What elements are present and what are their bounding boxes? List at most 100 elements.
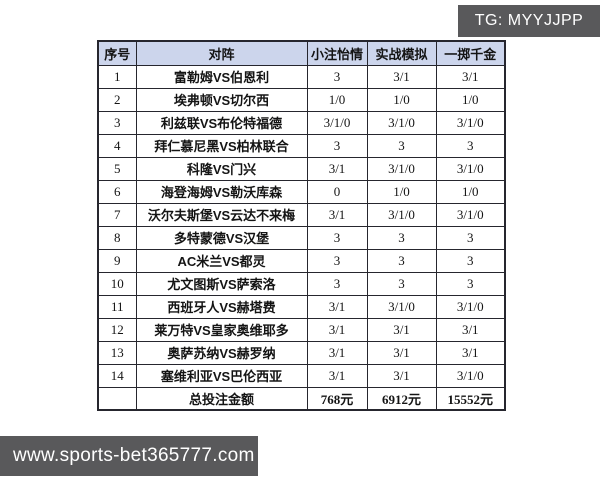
match-name: 富勒姆VS伯恩利	[135, 64, 308, 89]
table-row: 6 海登海姆VS勒沃库森 0 1/0 1/0	[97, 179, 506, 204]
match-name: 拜仁慕尼黑VS柏林联合	[135, 133, 308, 158]
big-bet-value: 3	[435, 225, 506, 250]
big-bet-value: 3/1/0	[435, 294, 506, 319]
telegram-handle: TG: MYYJJPP	[474, 12, 584, 29]
small-bet-value: 3	[306, 133, 368, 158]
row-number: 1	[97, 64, 137, 89]
big-bet-value: 3/1	[435, 340, 506, 365]
big-bet-value: 3/1/0	[435, 110, 506, 135]
match-name: AC米兰VS都灵	[135, 248, 308, 273]
big-bet-value: 1/0	[435, 179, 506, 204]
table-row: 1 富勒姆VS伯恩利 3 3/1 3/1	[97, 64, 506, 89]
header-number: 序号	[97, 40, 137, 66]
simulation-value: 3/1	[366, 64, 437, 89]
total-label: 总投注金额	[135, 386, 308, 411]
simulation-value: 3/1	[366, 340, 437, 365]
big-bet-value: 3/1/0	[435, 202, 506, 227]
small-bet-value: 3	[306, 271, 368, 296]
big-bet-value: 3/1/0	[435, 363, 506, 388]
table-row: 14 塞维利亚VS巴伦西亚 3/1 3/1 3/1/0	[97, 363, 506, 388]
table-row: 12 莱万特VS皇家奥维耶多 3/1 3/1 3/1	[97, 317, 506, 342]
row-number: 4	[97, 133, 137, 158]
table-row: 8 多特蒙德VS汉堡 3 3 3	[97, 225, 506, 250]
total-empty-cell	[97, 386, 137, 411]
simulation-value: 3	[366, 271, 437, 296]
row-number: 12	[97, 317, 137, 342]
simulation-value: 3	[366, 248, 437, 273]
match-name: 沃尔夫斯堡VS云达不来梅	[135, 202, 308, 227]
simulation-value: 3/1/0	[366, 294, 437, 319]
table-row: 3 利兹联VS布伦特福德 3/1/0 3/1/0 3/1/0	[97, 110, 506, 135]
match-name: 塞维利亚VS巴伦西亚	[135, 363, 308, 388]
table-row: 7 沃尔夫斯堡VS云达不来梅 3/1 3/1/0 3/1/0	[97, 202, 506, 227]
site-url-banner: www.sports-bet365777.com	[0, 436, 258, 476]
match-name: 西班牙人VS赫塔费	[135, 294, 308, 319]
table-footer: 总投注金额 768元 6912元 15552元	[97, 386, 506, 411]
row-number: 5	[97, 156, 137, 181]
simulation-value: 3/1/0	[366, 110, 437, 135]
match-name: 奥萨苏纳VS赫罗纳	[135, 340, 308, 365]
header-row: 序号 对阵 小注怡情 实战模拟 一掷千金	[97, 40, 506, 66]
small-bet-value: 3/1	[306, 363, 368, 388]
small-bet-value: 1/0	[306, 87, 368, 112]
row-number: 2	[97, 87, 137, 112]
total-big-bet-value: 15552元	[435, 386, 506, 411]
small-bet-value: 3/1	[306, 294, 368, 319]
total-row: 总投注金额 768元 6912元 15552元	[97, 386, 506, 411]
match-name: 尤文图斯VS萨索洛	[135, 271, 308, 296]
simulation-value: 3	[366, 133, 437, 158]
simulation-value: 3	[366, 225, 437, 250]
betting-table: 序号 对阵 小注怡情 实战模拟 一掷千金 1 富勒姆VS伯恩利 3 3/1 3/1 2 埃弗…	[97, 40, 506, 411]
match-name: 海登海姆VS勒沃库森	[135, 179, 308, 204]
small-bet-value: 3	[306, 248, 368, 273]
big-bet-value: 1/0	[435, 87, 506, 112]
site-url: www.sports-bet365777.com	[13, 445, 255, 466]
row-number: 6	[97, 179, 137, 204]
match-name: 莱万特VS皇家奥维耶多	[135, 317, 308, 342]
table-header: 序号 对阵 小注怡情 实战模拟 一掷千金	[97, 40, 506, 66]
table-row: 10 尤文图斯VS萨索洛 3 3 3	[97, 271, 506, 296]
row-number: 14	[97, 363, 137, 388]
total-simulation-value: 6912元	[366, 386, 437, 411]
small-bet-value: 3/1	[306, 156, 368, 181]
header-simulation: 实战模拟	[366, 40, 437, 66]
simulation-value: 1/0	[366, 179, 437, 204]
simulation-value: 3/1/0	[366, 156, 437, 181]
small-bet-value: 3/1	[306, 317, 368, 342]
small-bet-value: 3/1/0	[306, 110, 368, 135]
row-number: 11	[97, 294, 137, 319]
table-row: 2 埃弗顿VS切尔西 1/0 1/0 1/0	[97, 87, 506, 112]
small-bet-value: 3	[306, 225, 368, 250]
big-bet-value: 3	[435, 248, 506, 273]
simulation-value: 3/1	[366, 363, 437, 388]
table-row: 9 AC米兰VS都灵 3 3 3	[97, 248, 506, 273]
row-number: 13	[97, 340, 137, 365]
row-number: 10	[97, 271, 137, 296]
match-name: 多特蒙德VS汉堡	[135, 225, 308, 250]
small-bet-value: 0	[306, 179, 368, 204]
big-bet-value: 3	[435, 133, 506, 158]
simulation-value: 3/1/0	[366, 202, 437, 227]
telegram-badge: TG: MYYJJPP	[458, 5, 600, 37]
small-bet-value: 3/1	[306, 340, 368, 365]
row-number: 8	[97, 225, 137, 250]
big-bet-value: 3/1	[435, 317, 506, 342]
big-bet-value: 3/1	[435, 64, 506, 89]
header-small-bet: 小注怡情	[306, 40, 368, 66]
row-number: 9	[97, 248, 137, 273]
total-small-bet-value: 768元	[306, 386, 368, 411]
row-number: 7	[97, 202, 137, 227]
simulation-value: 3/1	[366, 317, 437, 342]
header-matchup: 对阵	[135, 40, 308, 66]
table-body: 1 富勒姆VS伯恩利 3 3/1 3/1 2 埃弗顿VS切尔西 1/0 1/0 1/0 3 利兹联VS…	[97, 64, 506, 388]
big-bet-value: 3/1/0	[435, 156, 506, 181]
big-bet-value: 3	[435, 271, 506, 296]
table-row: 11 西班牙人VS赫塔费 3/1 3/1/0 3/1/0	[97, 294, 506, 319]
row-number: 3	[97, 110, 137, 135]
table-row: 13 奥萨苏纳VS赫罗纳 3/1 3/1 3/1	[97, 340, 506, 365]
header-big-bet: 一掷千金	[435, 40, 506, 66]
table-row: 5 科隆VS门兴 3/1 3/1/0 3/1/0	[97, 156, 506, 181]
table-row: 4 拜仁慕尼黑VS柏林联合 3 3 3	[97, 133, 506, 158]
simulation-value: 1/0	[366, 87, 437, 112]
